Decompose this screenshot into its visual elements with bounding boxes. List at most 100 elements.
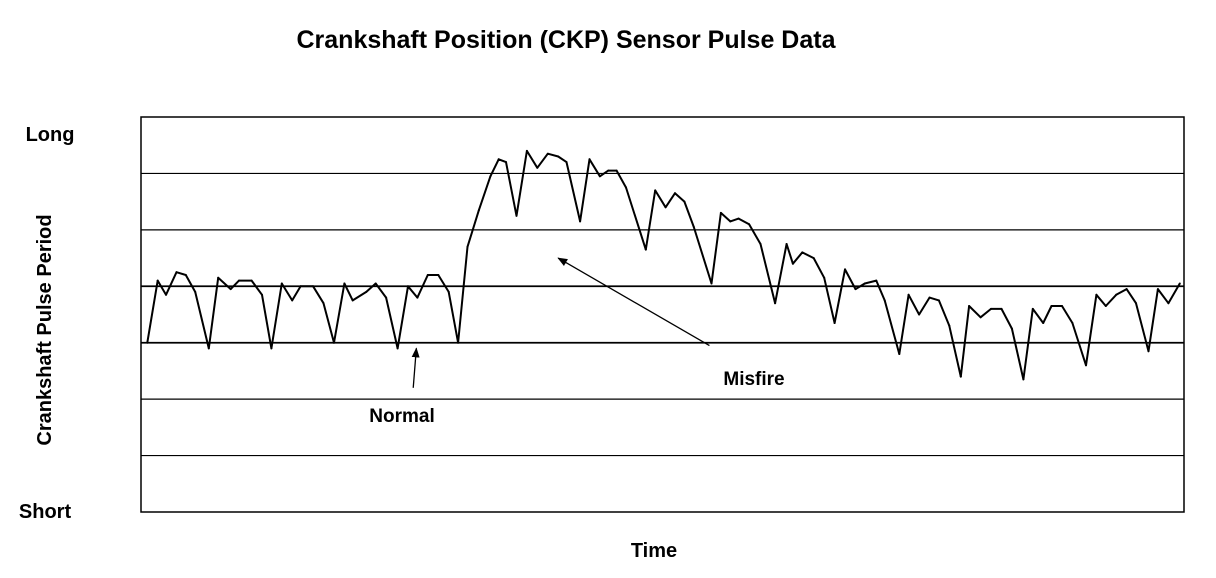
series-point-34 xyxy=(497,158,500,161)
series-point-1 xyxy=(156,279,159,282)
series-point-25 xyxy=(407,285,409,288)
series-point-0 xyxy=(146,341,149,344)
series-point-21 xyxy=(365,290,368,293)
series-point-71 xyxy=(883,299,886,302)
series-point-57 xyxy=(737,217,740,220)
x-axis-label: Time xyxy=(631,540,677,562)
series-point-75 xyxy=(928,296,931,299)
series-point-63 xyxy=(801,251,804,254)
plot-area-frame xyxy=(140,116,1185,513)
series-point-83 xyxy=(1010,327,1013,330)
series-point-45 xyxy=(607,169,610,172)
y-gridlines xyxy=(141,172,1184,457)
y-bottom-label: Short xyxy=(19,501,72,523)
series-point-20 xyxy=(351,299,354,302)
series-point-41 xyxy=(565,161,568,164)
series-point-43 xyxy=(588,158,591,161)
series-point-13 xyxy=(280,282,283,285)
series-point-53 xyxy=(692,226,695,228)
series-point-81 xyxy=(990,307,992,310)
series-point-67 xyxy=(844,268,846,271)
series-point-76 xyxy=(937,299,940,302)
misfire-annotation-label: Misfire xyxy=(723,369,784,390)
series-point-95 xyxy=(1135,302,1137,305)
series-point-52 xyxy=(683,200,686,203)
series-point-17 xyxy=(322,302,325,305)
series-point-24 xyxy=(396,347,399,350)
series-point-86 xyxy=(1042,322,1045,324)
series-point-16 xyxy=(312,285,315,288)
series-point-64 xyxy=(812,257,815,260)
series-point-88 xyxy=(1061,305,1063,307)
series-point-65 xyxy=(823,276,826,279)
chart-title: Crankshaft Position (CKP) Sensor Pulse D… xyxy=(296,26,836,54)
series-point-9 xyxy=(238,279,240,282)
normal-annotation-arrow xyxy=(411,347,420,388)
series-point-42 xyxy=(579,220,582,223)
series-point-37 xyxy=(525,149,528,152)
series-point-40 xyxy=(557,155,560,158)
series-point-50 xyxy=(664,206,667,209)
series-point-55 xyxy=(719,211,722,214)
series-point-27 xyxy=(426,274,429,276)
series-point-39 xyxy=(546,152,549,155)
series-point-6 xyxy=(207,347,210,350)
series-point-46 xyxy=(615,169,618,172)
series-point-38 xyxy=(536,166,539,169)
series-point-84 xyxy=(1022,378,1025,381)
series-point-70 xyxy=(875,279,878,282)
series-point-28 xyxy=(437,274,440,276)
series-point-7 xyxy=(217,276,220,279)
misfire-annotation-arrow xyxy=(557,257,710,347)
series-point-94 xyxy=(1125,288,1128,291)
series-point-3 xyxy=(175,271,178,274)
series-point-31 xyxy=(466,245,469,248)
series-point-73 xyxy=(907,293,910,296)
series-point-22 xyxy=(374,282,377,285)
series-point-44 xyxy=(598,175,601,178)
normal-annotation-label: Normal xyxy=(369,406,434,427)
series-point-26 xyxy=(416,296,419,299)
series-point-48 xyxy=(644,248,647,251)
pulse-period-series-line xyxy=(146,149,1181,381)
series-point-79 xyxy=(968,305,971,307)
y-axis-label: Crankshaft Pulse Period xyxy=(34,214,56,445)
series-point-59 xyxy=(759,243,762,245)
y-top-label: Long xyxy=(26,124,75,146)
series-point-19 xyxy=(343,282,346,285)
series-point-96 xyxy=(1147,350,1150,353)
series-point-60 xyxy=(774,302,777,305)
series-point-35 xyxy=(505,161,507,164)
series-point-30 xyxy=(457,341,460,344)
series-point-32 xyxy=(477,209,480,212)
series-point-66 xyxy=(833,322,836,324)
series-point-87 xyxy=(1050,305,1053,307)
series-point-47 xyxy=(625,186,627,189)
series-point-99 xyxy=(1178,282,1181,285)
series-point-61 xyxy=(785,243,788,245)
series-point-36 xyxy=(515,214,518,217)
series-point-92 xyxy=(1104,305,1107,307)
series-point-91 xyxy=(1095,293,1098,296)
series-point-14 xyxy=(291,299,294,302)
series-point-51 xyxy=(674,192,676,195)
series-point-23 xyxy=(385,296,388,299)
series-point-97 xyxy=(1156,288,1159,291)
series-point-18 xyxy=(333,341,335,344)
series-point-33 xyxy=(489,175,492,178)
series-point-49 xyxy=(654,189,657,192)
series-point-72 xyxy=(898,353,901,355)
series-point-12 xyxy=(270,347,273,350)
series-point-8 xyxy=(229,288,232,291)
series-points xyxy=(146,149,1181,381)
series-point-77 xyxy=(948,324,951,327)
series-point-89 xyxy=(1071,322,1074,324)
series-point-78 xyxy=(959,375,962,378)
series-point-74 xyxy=(918,313,921,316)
series-point-82 xyxy=(1000,307,1003,310)
series-point-15 xyxy=(299,285,302,288)
series-point-11 xyxy=(261,293,263,296)
series-point-4 xyxy=(184,274,187,276)
series-point-98 xyxy=(1167,302,1170,305)
series-point-54 xyxy=(710,282,713,285)
